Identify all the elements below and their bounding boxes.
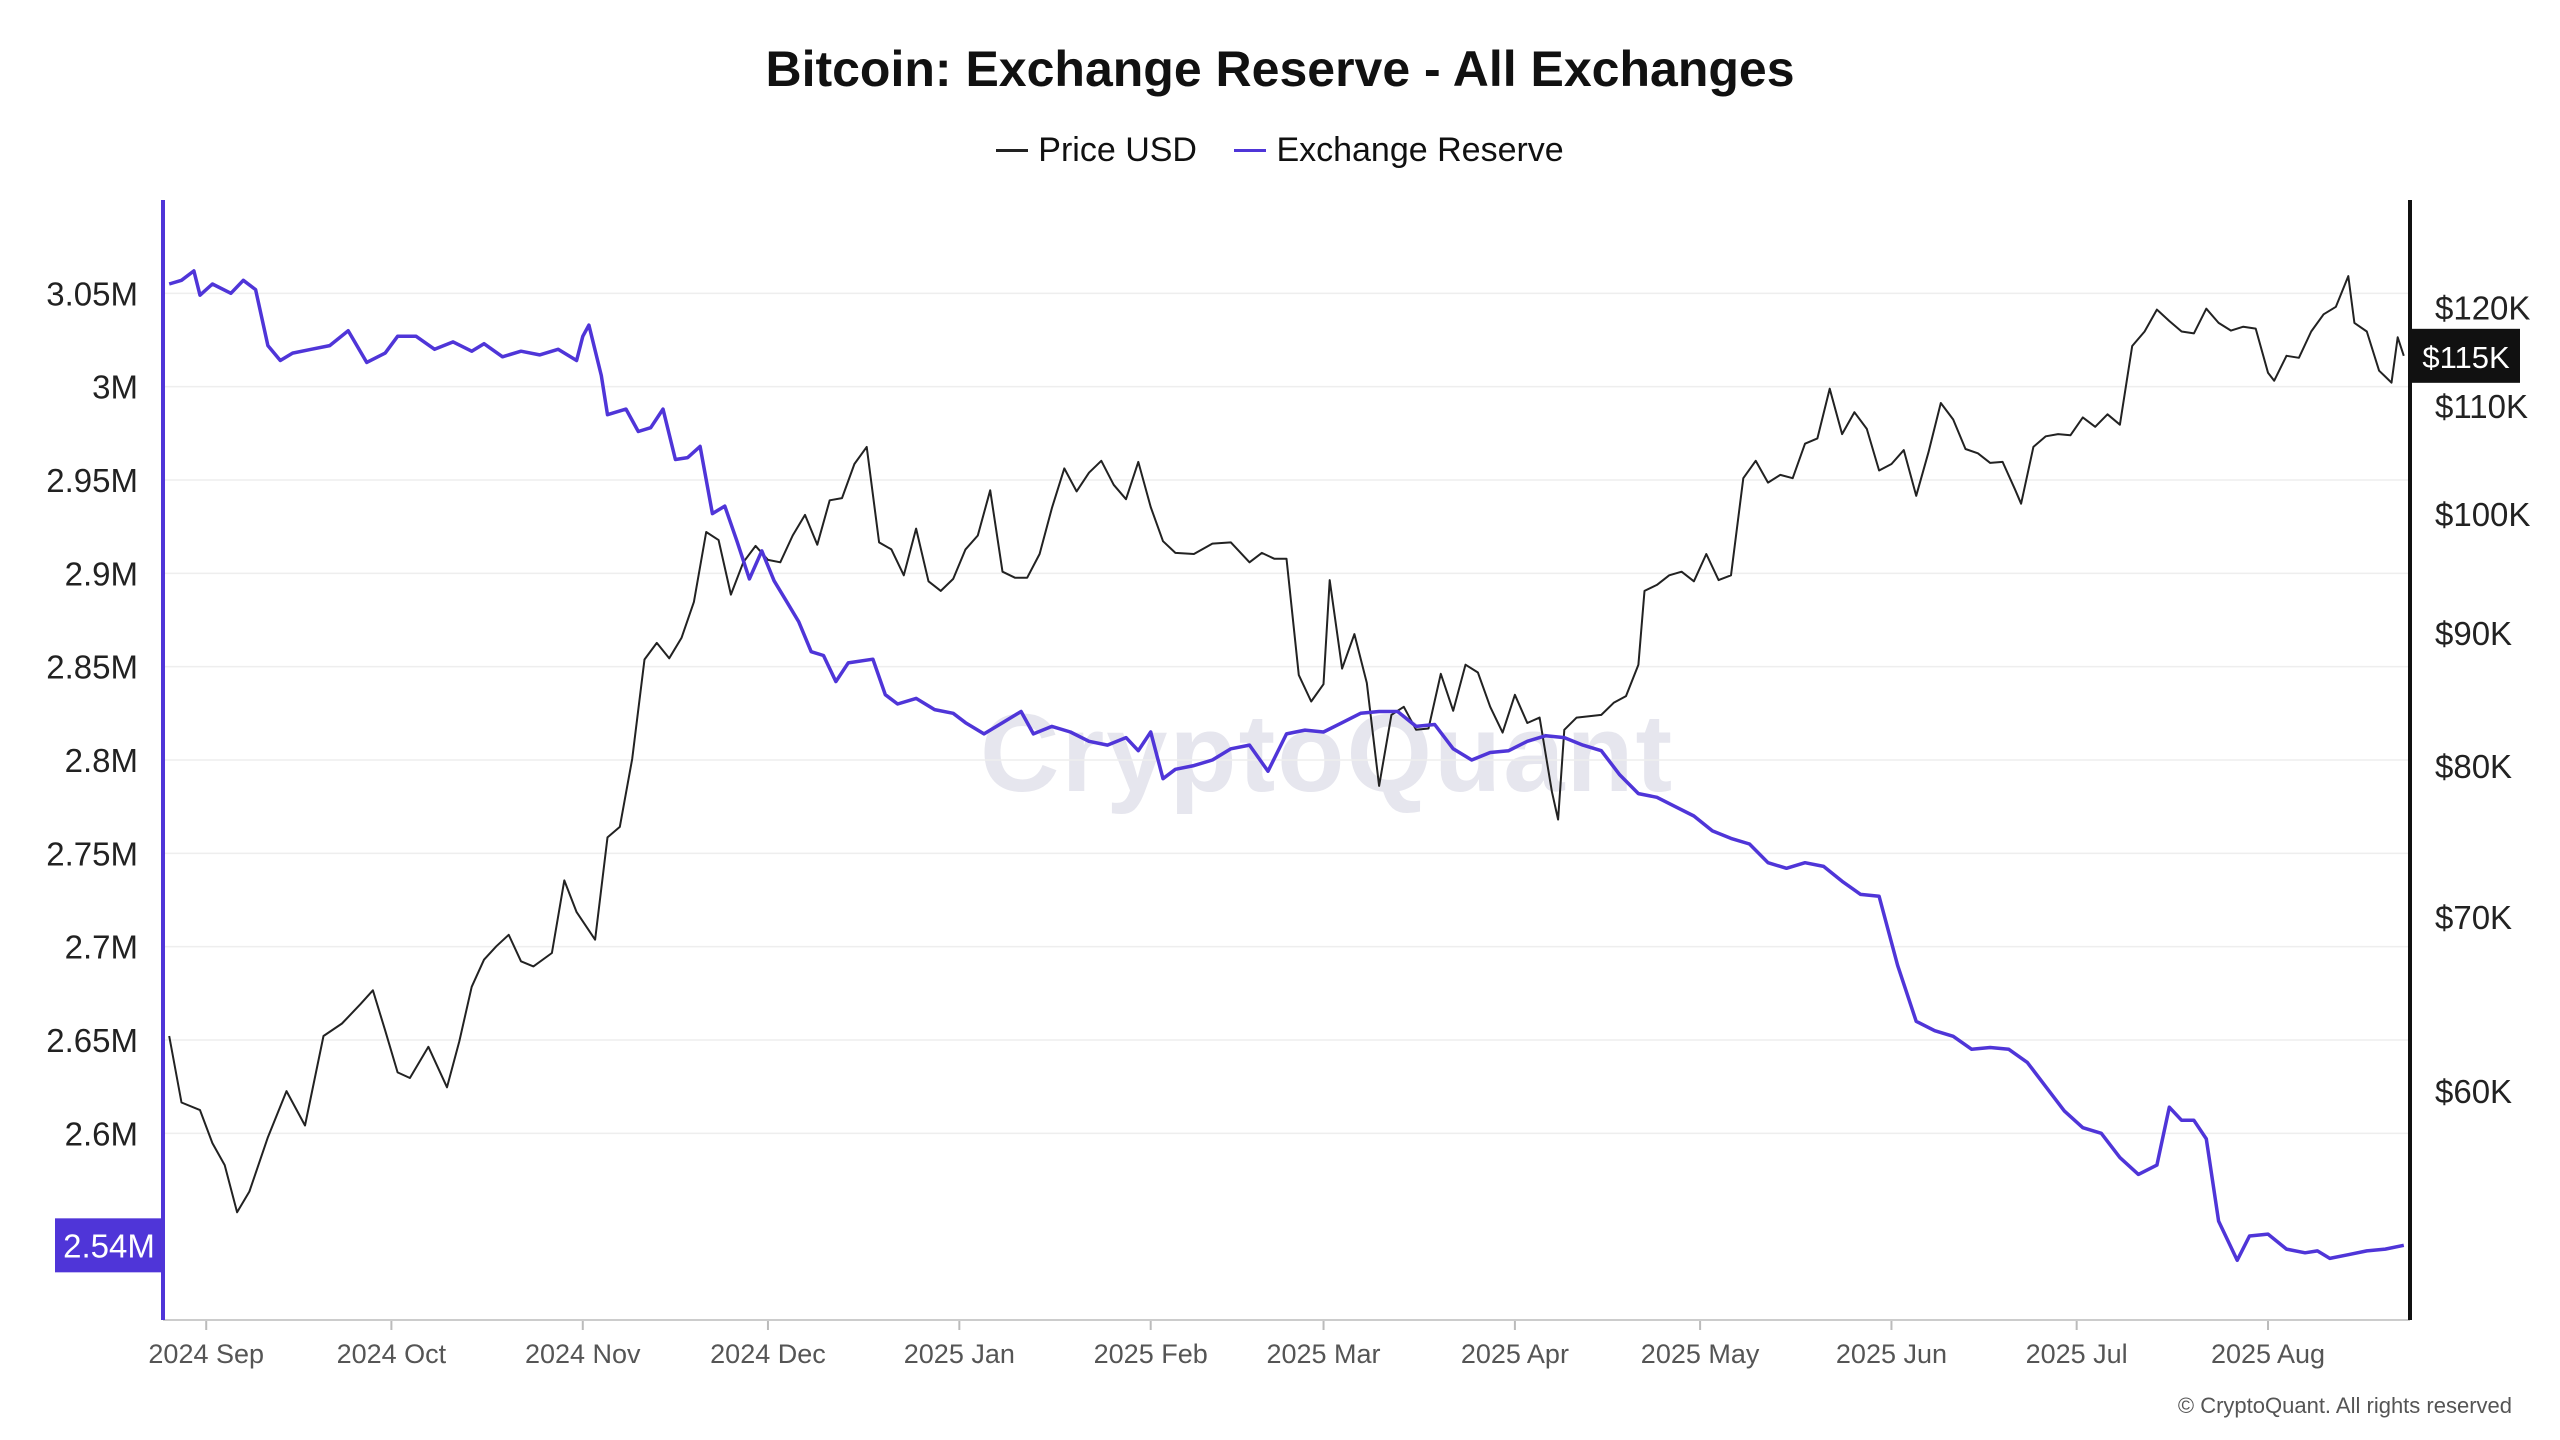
price-current-label: $115K xyxy=(2422,340,2510,375)
legend-item-reserve[interactable]: Exchange Reserve xyxy=(1234,131,1564,170)
exchange-reserve-line[interactable] xyxy=(168,269,2405,1263)
x-tick-label: 2024 Oct xyxy=(337,1339,447,1369)
y-right-tick-label: $120K xyxy=(2435,290,2530,327)
axes xyxy=(161,200,2412,1330)
legend-item-price[interactable]: Price USD xyxy=(996,131,1197,170)
y-left-tick-label: 2.95M xyxy=(46,462,138,499)
y-left-tick-label: 2.8M xyxy=(65,742,138,779)
x-tick-label: 2025 Aug xyxy=(2211,1339,2325,1369)
reserve-current-badge xyxy=(55,1218,163,1273)
chart-title: Bitcoin: Exchange Reserve - All Exchange… xyxy=(765,41,1795,97)
x-tick-label: 2025 Jun xyxy=(1836,1339,1947,1369)
x-tick-label: 2025 May xyxy=(1641,1339,1760,1369)
y-left-tick-label: 2.7M xyxy=(65,929,138,966)
x-tick-label: 2025 Apr xyxy=(1461,1339,1569,1369)
axis-labels: 2.6M 2.65M 2.7M 2.75M 2.8M 2.85M 2.9M 2.95M 3M 3.… xyxy=(46,275,2530,1369)
y-right-tick-label: $60K xyxy=(2435,1073,2512,1110)
x-tick-label: 2024 Sep xyxy=(148,1339,264,1369)
y-left-tick-label: 3M xyxy=(92,369,138,406)
y-left-tick-label: 3.05M xyxy=(46,275,138,312)
copyright-text: © CryptoQuant. All rights reserved xyxy=(2177,1393,2512,1418)
y-right-tick-label: $90K xyxy=(2435,615,2512,652)
x-tick-label: 2025 Jan xyxy=(904,1339,1015,1369)
y-right-tick-label: $80K xyxy=(2435,748,2512,785)
chart-legend[interactable]: Price USD Exchange Reserve xyxy=(0,122,2560,170)
y-left-tick-label: 2.9M xyxy=(65,555,138,592)
x-tick-label: 2025 Mar xyxy=(1266,1339,1380,1369)
reserve-current-label: 2.54M xyxy=(63,1227,155,1264)
legend-swatch-reserve xyxy=(1234,149,1267,152)
grid-lines xyxy=(163,292,2410,1135)
x-tick-label: 2024 Dec xyxy=(710,1339,826,1369)
y-left-tick-label: 2.65M xyxy=(46,1022,138,1059)
x-tick-label: 2025 Jul xyxy=(2026,1339,2128,1369)
price-usd-line[interactable] xyxy=(168,275,2405,1214)
y-left-tick-label: 2.75M xyxy=(46,835,138,872)
price-current-badge xyxy=(2412,328,2520,383)
series-layer xyxy=(168,269,2405,1263)
legend-label-price: Price USD xyxy=(1038,131,1197,169)
y-left-tick-label: 2.85M xyxy=(46,649,138,686)
y-left-tick-label: 2.6M xyxy=(65,1115,138,1152)
y-right-tick-label: $110K xyxy=(2435,388,2528,425)
watermark: CryptoQuant xyxy=(980,692,1675,815)
x-tick-label: 2025 Feb xyxy=(1094,1339,1208,1369)
x-tick-label: 2024 Nov xyxy=(525,1339,641,1369)
legend-label-reserve: Exchange Reserve xyxy=(1276,131,1564,169)
y-right-tick-label: $70K xyxy=(2435,899,2512,936)
legend-swatch-price xyxy=(996,149,1029,152)
y-right-tick-label: $100K xyxy=(2435,496,2530,533)
